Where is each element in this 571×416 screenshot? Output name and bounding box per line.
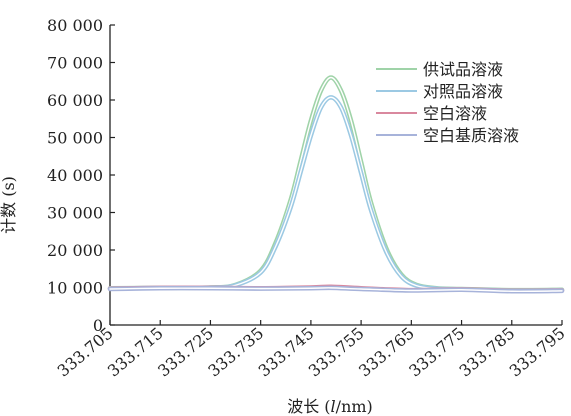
x-axis-title-suffix: /nm) [336,397,373,416]
y-tick-label: 70 000 [47,54,103,73]
y-tick-label: 10 000 [47,279,103,298]
legend-label: 对照品溶液 [423,82,503,101]
x-axis-title-prefix: 波长 ( [287,397,330,416]
y-tick-label: 40 000 [47,166,103,185]
y-tick-label: 50 000 [47,129,103,148]
x-axis-title: 波长 (l/nm) [287,397,373,416]
x-axis-ticks: 333.705333.715333.725333.735333.745333.7… [54,320,569,381]
x-tick-label: 333.745 [255,324,318,381]
x-tick-label: 333.755 [305,324,368,381]
legend-label: 空白溶液 [423,104,487,123]
x-tick-label: 333.795 [506,324,569,381]
x-tick-label: 333.765 [355,324,418,381]
series-line-inner [109,287,563,292]
x-axis-title-variable: l [331,397,336,416]
series-layer [107,75,565,294]
x-tick-label: 333.735 [204,324,267,381]
x-tick-label: 333.725 [154,324,217,381]
x-tick-label: 333.785 [455,324,518,381]
y-axis-ticks: 0 10 000 20 000 30 000 40 000 50 000 60 000 70 … [47,16,115,335]
y-tick-label: 30 000 [47,204,103,223]
x-tick-label: 333.715 [104,324,167,381]
y-tick-label: 80 000 [47,16,103,35]
y-axis-title: 计数 (s) [0,176,18,234]
x-tick-label: 333.705 [54,324,117,381]
series-line-inner [109,76,563,291]
series-line-outer [107,75,565,293]
series-line-inner [109,96,563,292]
legend-label: 供试品溶液 [423,60,503,79]
x-tick-label: 333.775 [405,324,468,381]
legend-label: 空白基质溶液 [423,126,519,145]
y-tick-label: 60 000 [47,91,103,110]
y-tick-label: 20 000 [47,241,103,260]
y-tick-label: 0 [93,316,103,335]
